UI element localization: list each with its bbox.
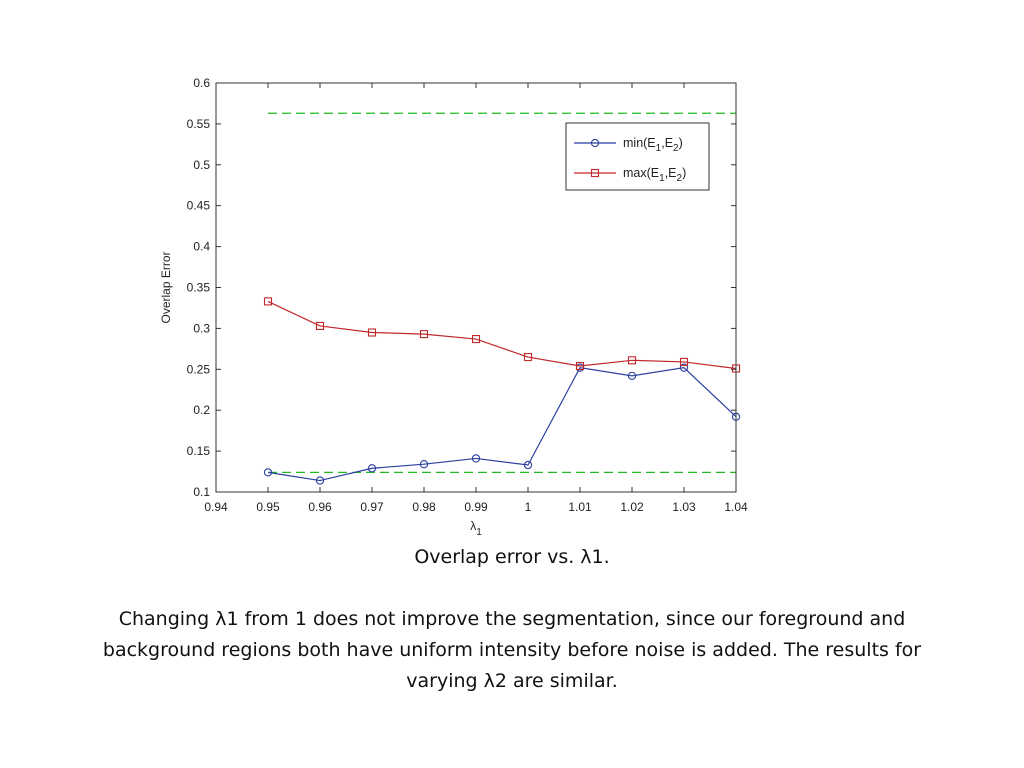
x-tick-label: 0.99 — [464, 500, 488, 514]
series-layer — [263, 297, 741, 485]
series-point — [367, 464, 377, 473]
series-point — [679, 357, 689, 366]
x-tick-label: 1.03 — [672, 500, 696, 514]
legend-label: min(E1,E2) — [623, 136, 683, 154]
series-point — [315, 476, 325, 485]
y-tick-label: 0.4 — [193, 240, 210, 254]
series-point — [679, 363, 689, 372]
reference-lines — [268, 112, 736, 473]
series-point — [575, 361, 585, 371]
y-tick-label: 0.15 — [187, 444, 211, 458]
legend-label-subscript: 1 — [659, 173, 665, 184]
legend-label-part: min(E — [623, 136, 656, 150]
y-tick-label: 0.5 — [193, 158, 210, 172]
series-line-1 — [267, 300, 737, 370]
legend-marker — [590, 168, 600, 178]
series-point — [419, 330, 429, 339]
legend-label-part: ,E — [661, 136, 673, 150]
series-line-0 — [267, 367, 737, 482]
figure-caption-title: Overlap error vs. λ1. — [414, 546, 610, 568]
series-point — [523, 352, 533, 362]
x-tick-label: 0.97 — [360, 500, 384, 514]
x-axis-ticks: 0.94 0.95 0.96 0.97 0.98 0.99 1 1.01 1.02 1.03 1.0… — [204, 83, 748, 514]
x-axis-label-subscript: 1 — [476, 527, 482, 538]
y-tick-label: 0.6 — [193, 76, 210, 90]
x-axis-label-symbol: λ — [470, 519, 476, 533]
y-tick-label: 0.1 — [193, 485, 210, 499]
legend-box — [565, 122, 710, 191]
legend-label-subscript: 2 — [673, 143, 679, 154]
series-point — [627, 356, 637, 365]
figure-caption-body: Changing λ1 from 1 does not improve the … — [102, 608, 922, 692]
series-point — [419, 460, 429, 469]
legend-marker — [590, 138, 600, 148]
legend-label-part: max(E — [623, 166, 659, 180]
x-tick-label: 1.01 — [568, 500, 592, 514]
series-point — [471, 454, 481, 463]
legend-label-subscript: 1 — [656, 143, 662, 154]
series-point — [263, 468, 273, 477]
legend-label-part: ) — [682, 166, 686, 180]
chart-legend: min(E1,E2)max(E1,E2) — [565, 122, 710, 191]
x-tick-label: 0.98 — [412, 500, 436, 514]
series-point — [367, 328, 377, 337]
x-tick-label: 0.95 — [256, 500, 280, 514]
y-tick-label: 0.55 — [187, 117, 211, 131]
legend-label: max(E1,E2) — [623, 166, 686, 184]
y-tick-label: 0.2 — [193, 403, 210, 417]
y-tick-label: 0.3 — [193, 321, 210, 335]
x-tick-label: 1.04 — [724, 500, 748, 514]
y-tick-label: 0.45 — [187, 199, 211, 213]
series-point — [315, 321, 325, 330]
y-axis-ticks: 0.1 0.15 0.2 0.25 0.3 0.35 0.4 0.45 0.5 0.55 0.6 — [187, 76, 736, 499]
x-tick-label: 1.02 — [620, 500, 644, 514]
y-tick-label: 0.35 — [187, 281, 211, 295]
overlap-error-chart: 0.94 0.95 0.96 0.97 0.98 0.99 1 1.01 1.02 1.03 1.0… — [159, 76, 748, 538]
series-point — [627, 371, 637, 380]
x-axis-label: λ1 — [470, 519, 482, 538]
series-point — [263, 297, 273, 306]
x-tick-label: 0.94 — [204, 500, 228, 514]
legend-label-subscript: 2 — [677, 173, 683, 184]
y-tick-label: 0.25 — [187, 362, 211, 376]
legend-label-part: ,E — [665, 166, 677, 180]
legend-label-part: ) — [679, 136, 683, 150]
x-tick-label: 1 — [525, 500, 532, 514]
y-axis-label: Overlap Error — [159, 251, 173, 323]
series-point — [471, 334, 481, 344]
series-point — [523, 460, 533, 470]
x-tick-label: 0.96 — [308, 500, 332, 514]
